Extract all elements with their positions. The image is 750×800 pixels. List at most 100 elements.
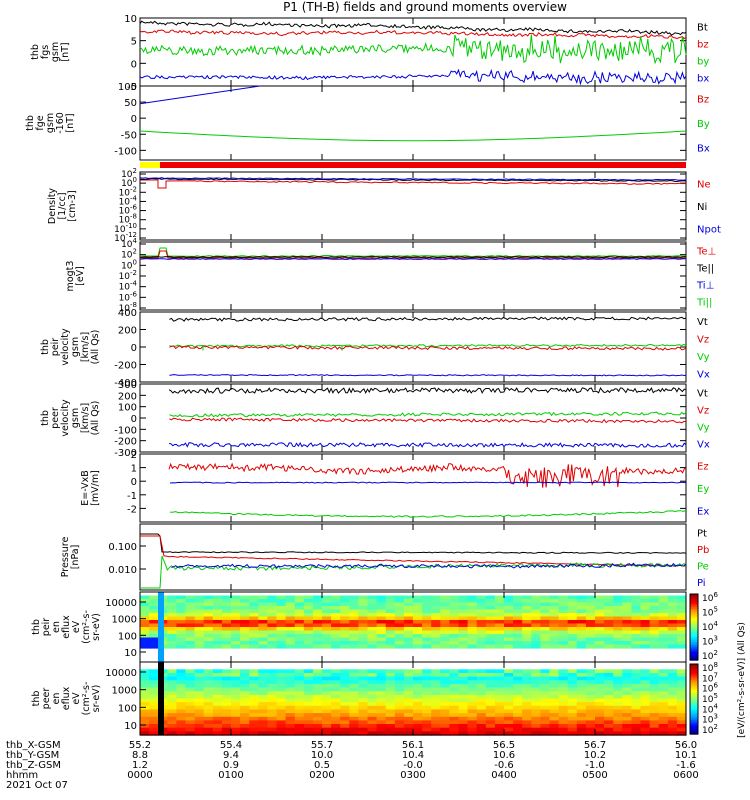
spectrogram-cell bbox=[613, 673, 623, 678]
spectrogram-cell bbox=[640, 641, 651, 646]
spectrogram-cell bbox=[658, 641, 669, 646]
spectrogram-cell bbox=[231, 698, 241, 703]
spectrogram-cell bbox=[394, 691, 405, 696]
spectrogram-cell bbox=[167, 673, 177, 678]
spectrogram-cell bbox=[403, 724, 414, 729]
spectrogram-cell bbox=[194, 724, 205, 729]
spectrogram-cell bbox=[413, 724, 423, 729]
spectrogram-cell bbox=[449, 694, 460, 700]
spectrogram-cell bbox=[558, 716, 569, 722]
spectrogram-cell bbox=[613, 602, 623, 607]
spectrogram-cell bbox=[276, 623, 287, 628]
spectrogram-cell bbox=[667, 683, 678, 689]
spectrogram-cell bbox=[549, 602, 560, 607]
spectrogram-cell bbox=[149, 620, 159, 625]
spectrogram-cell bbox=[576, 637, 587, 642]
spectrogram-cell bbox=[240, 680, 250, 685]
spectrogram-cell bbox=[231, 687, 241, 692]
spectrogram-cell bbox=[240, 713, 250, 718]
spectrogram-cell bbox=[631, 599, 642, 604]
spectrogram-cell bbox=[285, 676, 296, 681]
spectrogram-cell bbox=[312, 634, 323, 639]
spectrogram-cell bbox=[149, 727, 159, 732]
spectrogram-cell bbox=[185, 641, 196, 646]
spectrogram-cell bbox=[540, 676, 551, 681]
spectrogram-cell bbox=[576, 698, 587, 703]
spectrogram-cell bbox=[522, 694, 532, 700]
colorbar-cell bbox=[690, 638, 698, 641]
spectrogram-cell bbox=[285, 691, 296, 696]
spectrogram-cell bbox=[504, 694, 514, 700]
spectrogram-cell bbox=[467, 606, 478, 611]
spectrogram-cell bbox=[595, 609, 605, 614]
spectrogram-cell bbox=[385, 702, 396, 707]
spectrogram-cell bbox=[267, 669, 278, 674]
spectrogram-cell bbox=[576, 731, 587, 736]
spectrogram-cell bbox=[576, 709, 587, 714]
spectrogram-cell bbox=[422, 709, 432, 714]
spectrogram-cell bbox=[194, 680, 205, 685]
spectrogram-cell bbox=[494, 724, 505, 729]
spectrogram-cell bbox=[467, 634, 478, 639]
spectrogram-cell bbox=[467, 687, 478, 692]
spectrogram-cell bbox=[294, 623, 305, 628]
spectrogram-cell bbox=[212, 698, 223, 703]
legend-ti: Ti⊥ bbox=[696, 281, 714, 292]
spectrogram-cell bbox=[622, 606, 632, 611]
x-axis-value: 0000 bbox=[127, 770, 152, 781]
spectrogram-cell bbox=[531, 602, 541, 607]
spectrogram-cell bbox=[667, 691, 678, 696]
spectrogram-cell bbox=[531, 599, 541, 604]
y-label-line: thb bbox=[40, 410, 51, 426]
spectrogram-cell bbox=[422, 713, 432, 718]
colorbar-tick-label: 106 bbox=[702, 682, 718, 695]
spectrogram-cell bbox=[349, 709, 359, 714]
spectrogram-cell bbox=[449, 702, 460, 707]
spectrogram-cell bbox=[221, 606, 232, 611]
spectrogram-cell bbox=[376, 720, 387, 725]
spectrogram-cell bbox=[531, 641, 541, 646]
spectrogram-cell bbox=[367, 676, 378, 681]
spectrogram-cell bbox=[221, 676, 232, 681]
spectrogram-cell bbox=[595, 680, 605, 685]
spectrogram-cell bbox=[576, 702, 587, 707]
spectrogram-cell bbox=[285, 694, 296, 700]
spectrogram-cell bbox=[322, 691, 332, 696]
spectrogram-cell bbox=[631, 694, 642, 700]
panel-efield-ylabel: E=-VxB [mV/m] bbox=[80, 470, 101, 506]
spectrogram-cell bbox=[403, 616, 414, 621]
spectrogram-cell bbox=[140, 634, 150, 639]
spectrogram-cell bbox=[294, 705, 305, 711]
spectrogram-cell bbox=[640, 720, 651, 725]
spectrogram-cell bbox=[604, 713, 614, 718]
spectrogram-cell bbox=[212, 702, 223, 707]
spectrogram-cell bbox=[312, 630, 323, 635]
spectrogram-cell bbox=[303, 705, 314, 711]
spectrogram-cell bbox=[522, 630, 532, 635]
spectrogram-cell bbox=[167, 595, 177, 600]
spectrogram-cell bbox=[458, 727, 469, 732]
spectrogram-cell bbox=[249, 731, 259, 736]
y-tick-label: -300 bbox=[114, 448, 137, 459]
spectrogram-cell bbox=[403, 716, 414, 722]
spectrogram-cell bbox=[440, 609, 450, 614]
spectrogram-cell bbox=[676, 709, 687, 714]
y-tick-label: 100 bbox=[118, 703, 137, 714]
y-label-line: -160 bbox=[55, 112, 66, 134]
y-label-line: [eV] bbox=[75, 266, 86, 286]
spectrogram-cell bbox=[267, 720, 278, 725]
spectrogram-cell bbox=[422, 630, 432, 635]
spectrogram-cell bbox=[422, 724, 432, 729]
spectrogram-cell bbox=[504, 724, 514, 729]
colorbar-cell bbox=[690, 676, 698, 679]
spectrogram-cell bbox=[294, 702, 305, 707]
spectrogram-cell bbox=[549, 694, 560, 700]
spectrogram-cell bbox=[340, 613, 350, 618]
spectrogram-cell bbox=[585, 676, 596, 681]
spectrogram-cell bbox=[549, 637, 560, 642]
spectrogram-cell bbox=[540, 644, 551, 649]
spectrogram-cell bbox=[376, 595, 387, 600]
spectrogram-cell bbox=[303, 698, 314, 703]
spectrogram-cell bbox=[422, 637, 432, 642]
legend-pt: Pt bbox=[697, 528, 707, 539]
